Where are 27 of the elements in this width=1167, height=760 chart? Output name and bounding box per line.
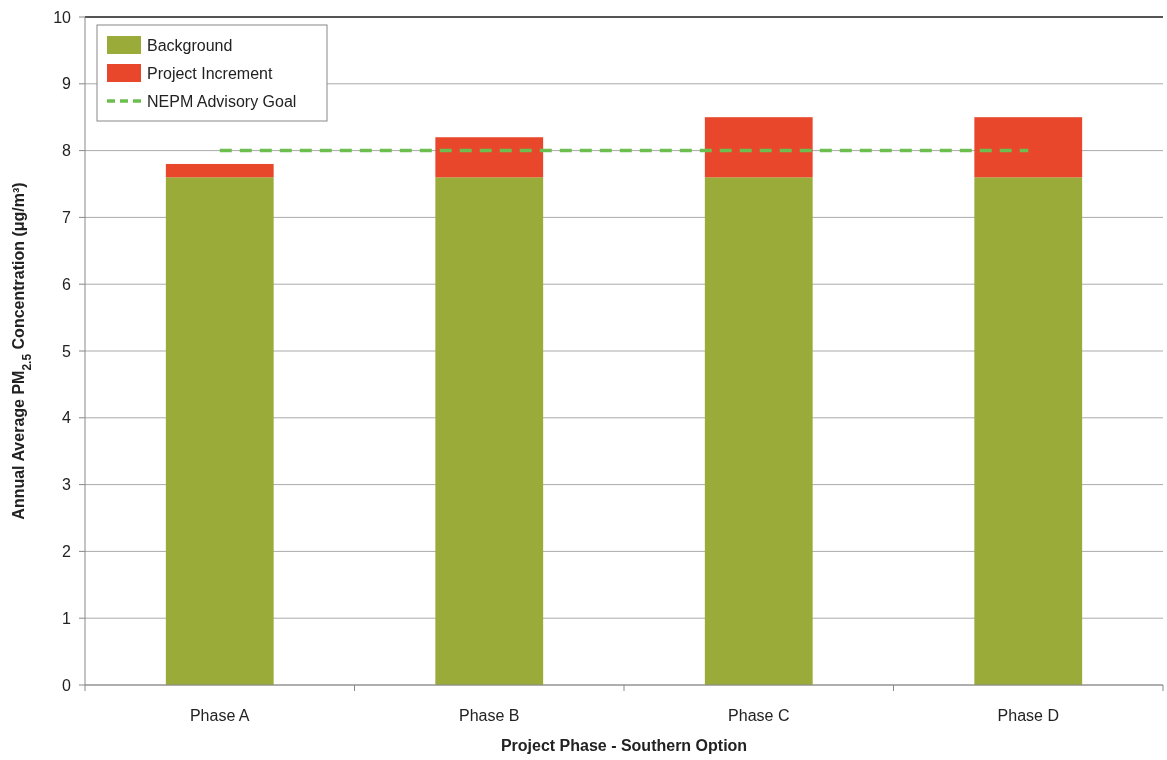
y-tick-label: 10 xyxy=(53,8,72,26)
bar xyxy=(165,177,274,685)
bar xyxy=(974,117,1083,178)
bar xyxy=(704,117,813,178)
legend-label: NEPM Advisory Goal xyxy=(147,92,297,110)
y-tick-label: 6 xyxy=(62,275,72,293)
legend-label: Background xyxy=(147,36,233,54)
x-tick-label: Phase D xyxy=(997,707,1059,724)
y-tick-label: 3 xyxy=(62,476,72,494)
bar xyxy=(435,177,544,685)
y-tick-label: 2 xyxy=(62,543,72,560)
bar xyxy=(435,137,544,178)
y-tick-label: 7 xyxy=(62,209,72,226)
y-tick-label: 5 xyxy=(62,342,72,360)
y-tick-label: 9 xyxy=(62,75,72,93)
y-tick-label: 0 xyxy=(62,676,72,694)
bar xyxy=(974,177,1083,685)
x-axis-title: Project Phase - Southern Option xyxy=(500,737,748,754)
x-tick-label: Phase B xyxy=(459,707,520,724)
bar xyxy=(704,177,813,685)
legend-label: Project Increment xyxy=(147,64,273,82)
y-tick-label: 8 xyxy=(62,142,72,160)
y-tick-label: 1 xyxy=(62,609,72,627)
y-tick-label: 4 xyxy=(62,409,72,427)
x-tick-label: Phase C xyxy=(728,707,790,724)
x-tick-label: Phase A xyxy=(189,707,250,724)
bar xyxy=(165,163,274,178)
